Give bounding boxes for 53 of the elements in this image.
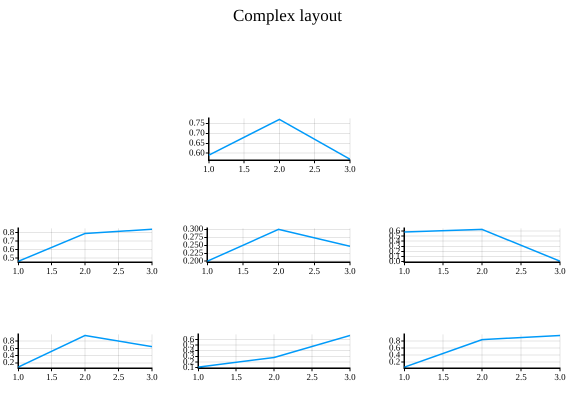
x-tick-label: 1.5 bbox=[438, 372, 450, 382]
x-tick-label: 2.0 bbox=[80, 372, 92, 382]
y-tick-label: 0.300 bbox=[183, 224, 204, 234]
x-tick-label: 2.5 bbox=[112, 266, 125, 276]
x-tick-label: 2.5 bbox=[308, 266, 320, 276]
x-tick-label: 1.0 bbox=[398, 372, 410, 382]
x-tick-label: 2.5 bbox=[309, 164, 321, 174]
y-tick-label: 0.6 bbox=[183, 334, 195, 344]
x-tick-label: 2.5 bbox=[306, 372, 318, 382]
x-tick-label: 1.0 bbox=[398, 266, 410, 276]
y-tick-label: 0.65 bbox=[189, 138, 206, 148]
x-tick-label: 2.0 bbox=[274, 164, 286, 174]
y-tick-label: 0.6 bbox=[3, 244, 15, 254]
x-tick-label: 1.5 bbox=[438, 266, 450, 276]
y-tick-label: 0.60 bbox=[189, 148, 206, 158]
x-tick-label: 1.5 bbox=[237, 266, 250, 276]
x-tick-label: 1.5 bbox=[230, 372, 242, 382]
x-tick-label: 1.5 bbox=[46, 266, 58, 276]
y-tick-label: 0.250 bbox=[183, 240, 204, 250]
y-tick-label: 0.5 bbox=[3, 252, 15, 262]
y-tick-label: 0.8 bbox=[389, 335, 401, 346]
y-tick-label: 0.70 bbox=[189, 128, 206, 138]
x-tick-label: 3.0 bbox=[344, 266, 356, 276]
x-tick-label: 1.0 bbox=[12, 266, 24, 276]
x-tick-label: 2.0 bbox=[80, 266, 92, 276]
y-tick-label: 0.8 bbox=[3, 226, 15, 237]
y-tick-label: 0.200 bbox=[183, 256, 204, 266]
x-tick-label: 1.0 bbox=[203, 164, 215, 174]
x-tick-label: 1.0 bbox=[202, 266, 214, 276]
x-tick-label: 3.0 bbox=[146, 372, 158, 382]
x-tick-label: 1.0 bbox=[12, 372, 24, 382]
x-tick-label: 3.0 bbox=[344, 372, 356, 382]
y-tick-label: 0.2 bbox=[3, 357, 14, 368]
y-tick-label: 0.275 bbox=[183, 232, 204, 242]
x-tick-label: 1.5 bbox=[238, 164, 250, 174]
x-tick-label: 3.0 bbox=[146, 266, 158, 276]
y-tick-label: 0.75 bbox=[189, 118, 206, 128]
x-tick-label: 1.0 bbox=[192, 372, 204, 382]
x-tick-label: 2.5 bbox=[515, 372, 528, 382]
x-tick-label: 2.5 bbox=[112, 372, 125, 382]
x-tick-label: 2.5 bbox=[515, 266, 528, 276]
x-tick-label: 2.0 bbox=[273, 266, 285, 276]
x-tick-label: 2.0 bbox=[476, 372, 488, 382]
y-tick-label: 0.225 bbox=[183, 248, 204, 258]
x-tick-label: 1.5 bbox=[46, 372, 58, 382]
x-tick-label: 2.0 bbox=[476, 266, 488, 276]
y-tick-label: 0.6 bbox=[389, 225, 401, 236]
chart-title: Complex layout bbox=[232, 6, 344, 26]
x-tick-label: 3.0 bbox=[554, 266, 566, 276]
y-tick-label: 0.7 bbox=[3, 235, 15, 246]
x-tick-label: 2.0 bbox=[268, 372, 280, 382]
x-tick-label: 3.0 bbox=[554, 372, 566, 382]
x-tick-label: 3.0 bbox=[344, 164, 356, 174]
